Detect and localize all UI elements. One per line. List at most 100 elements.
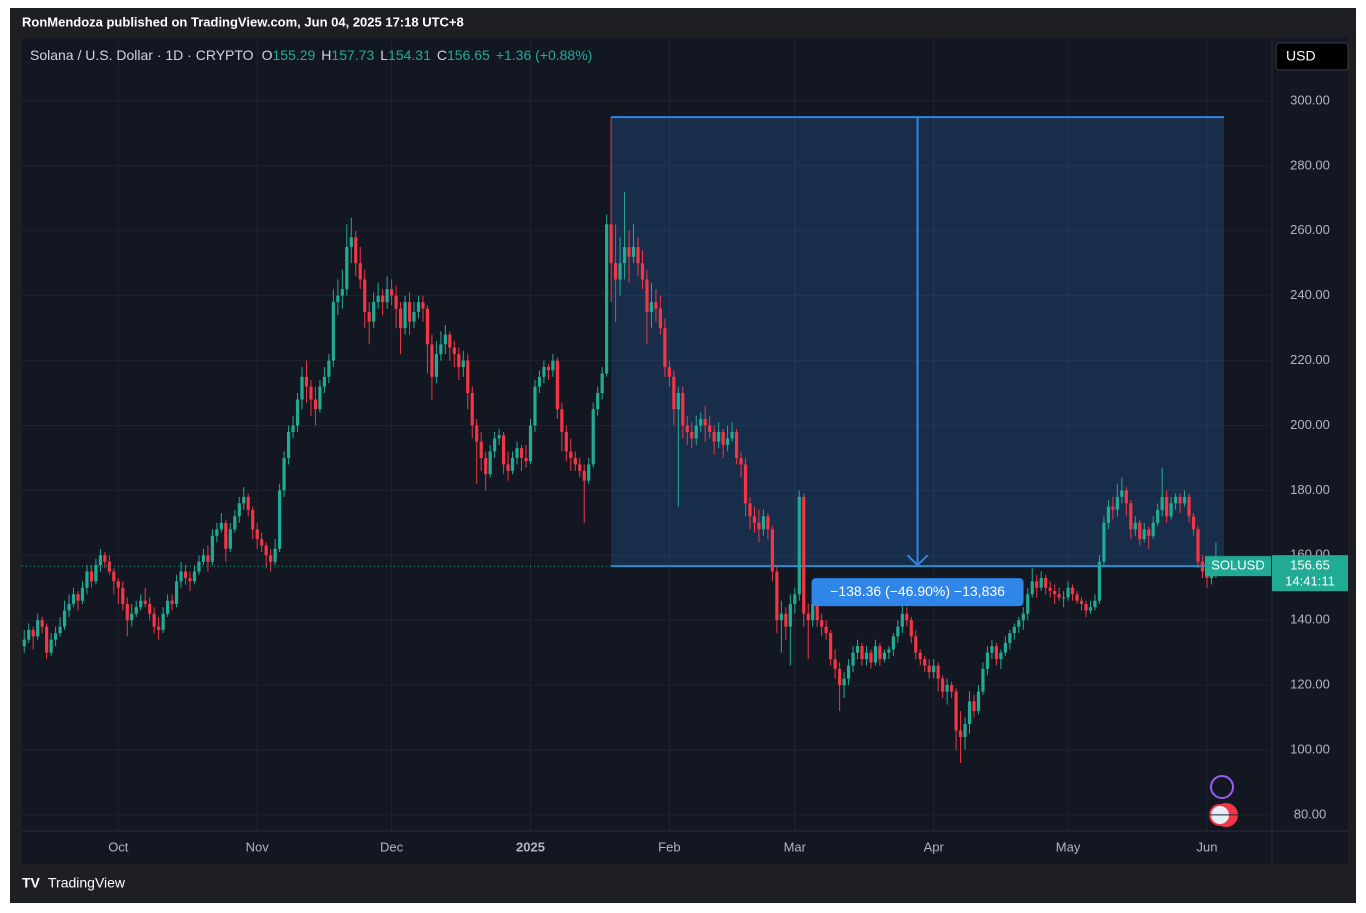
candle-body — [260, 539, 264, 546]
candle-body — [1093, 600, 1097, 608]
candle-body — [255, 529, 259, 540]
candle-body — [976, 691, 981, 712]
candle-body — [174, 581, 179, 604]
candle-body — [694, 425, 698, 439]
candle-body — [887, 649, 891, 653]
candle-body — [743, 464, 748, 504]
candle-body — [242, 496, 246, 504]
x-tick-label: 2025 — [516, 839, 545, 854]
candle-body — [846, 665, 851, 679]
price-tag-countdown: 14:41:11 — [1285, 574, 1335, 589]
candle-body — [269, 555, 273, 562]
candle-body — [708, 425, 712, 432]
candle-body — [985, 652, 990, 669]
candle-body — [1142, 529, 1146, 540]
candle-body — [1151, 522, 1155, 536]
candle-body — [596, 393, 600, 410]
candle-body — [654, 302, 658, 309]
candle-body — [398, 308, 403, 329]
candle-body — [1021, 613, 1025, 621]
x-tick-label: Jun — [1196, 839, 1217, 854]
candle-body — [667, 367, 671, 377]
candle-body — [27, 629, 31, 640]
candle-body — [170, 600, 174, 604]
candle-body — [712, 431, 716, 442]
candle-body — [251, 509, 255, 530]
candle-body — [1062, 597, 1066, 599]
candle-body — [873, 646, 878, 663]
candle-body — [815, 603, 819, 621]
candle-body — [578, 464, 582, 471]
change-label: +1.36 (+0.88%) — [496, 47, 593, 63]
candle-body — [94, 565, 98, 582]
candle-body — [1070, 587, 1075, 595]
chart-panel — [22, 38, 1348, 864]
candle-body — [1182, 496, 1187, 504]
candle-body — [1124, 490, 1128, 504]
candle-body — [546, 367, 550, 371]
candle-body — [1030, 581, 1034, 595]
candle-body — [914, 636, 918, 653]
candle-body — [367, 311, 371, 322]
candle-body — [403, 302, 407, 329]
candle-body — [990, 646, 994, 653]
candle-body — [192, 571, 197, 582]
candle-body — [479, 441, 483, 458]
candle-body — [510, 457, 515, 471]
legend: Solana / U.S. Dollar · 1D · CRYPTO O155.2… — [30, 47, 592, 63]
candle-body — [278, 490, 282, 549]
candle-body — [779, 613, 783, 621]
candle-body — [161, 613, 165, 630]
candle-body — [493, 438, 497, 452]
candle-body — [76, 594, 80, 601]
candle-body — [564, 431, 568, 452]
candle-body — [1012, 626, 1016, 634]
candle-body — [322, 376, 326, 387]
candle-body — [811, 603, 815, 621]
candle-body — [842, 678, 846, 686]
candle-body — [605, 224, 609, 374]
candle-body — [860, 646, 864, 660]
candle-body — [237, 503, 241, 517]
candle-body — [923, 659, 927, 666]
candle-body — [909, 620, 913, 637]
candle-body — [766, 516, 770, 530]
candle-body — [573, 457, 577, 465]
candle-body — [148, 603, 152, 614]
x-tick-label: Dec — [380, 839, 404, 854]
currency[interactable]: USD — [1286, 48, 1316, 64]
candle-body — [22, 639, 26, 647]
candle-body — [954, 691, 958, 731]
candle-body — [125, 603, 129, 621]
candle-body — [748, 503, 752, 517]
candle-body — [833, 659, 837, 669]
candle-body — [515, 448, 519, 458]
candle-body — [941, 678, 945, 692]
candle-body — [761, 516, 766, 530]
candle-body — [313, 399, 318, 410]
candle-body — [58, 626, 62, 634]
currency-box[interactable] — [1275, 42, 1349, 71]
candle-body — [385, 289, 389, 303]
candle-body — [484, 457, 488, 475]
candle-body — [475, 425, 479, 442]
candle-body — [130, 613, 134, 621]
candle-body — [1129, 503, 1133, 530]
x-tick-label: Nov — [246, 839, 270, 854]
candle-body — [752, 516, 757, 523]
candle-body — [134, 607, 138, 614]
candle-body — [327, 360, 331, 377]
candle-body — [443, 334, 447, 345]
candle-body — [757, 522, 761, 530]
candle-body — [340, 289, 344, 296]
candle-body — [116, 581, 120, 588]
candle-body — [631, 246, 636, 257]
candle-body — [855, 646, 860, 653]
brand-logo: TV — [22, 875, 41, 891]
alert-icon[interactable] — [1210, 775, 1234, 799]
candle-body — [1017, 620, 1021, 627]
candle-body — [685, 425, 689, 432]
candle-body — [560, 409, 564, 432]
candle-body — [967, 701, 972, 725]
candle-body — [107, 561, 111, 572]
